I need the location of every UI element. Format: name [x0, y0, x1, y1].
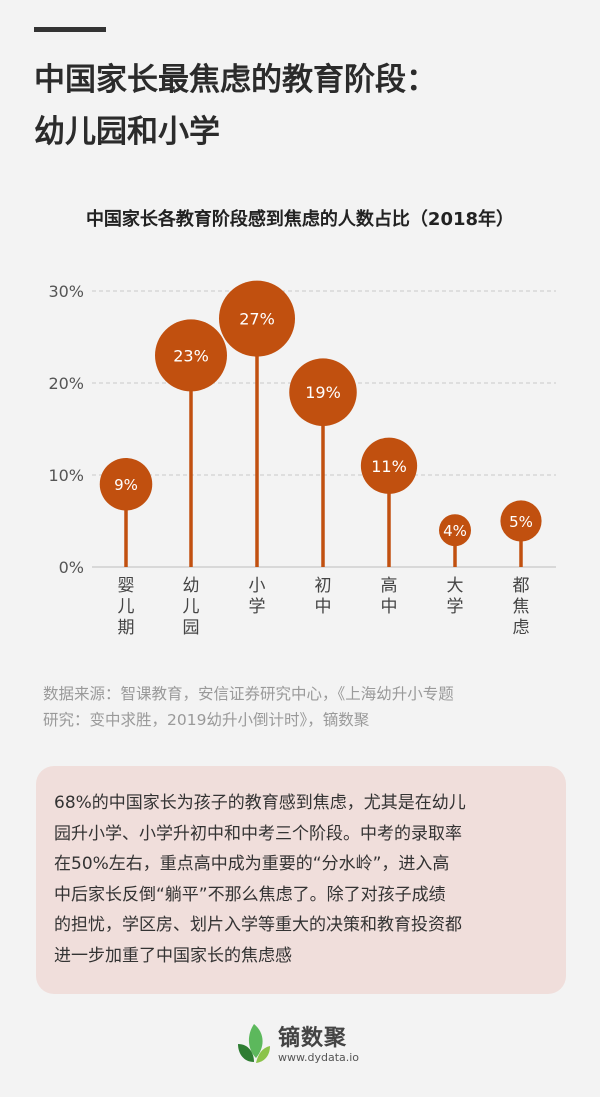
- lollipop-chart: 0% 10% 20% 30% 9% 婴儿期 23% 幼儿园 27% 小学 19% 初中 11% 高中 4% 大…: [48, 280, 556, 638]
- y-tick-label: 20%: [48, 374, 84, 393]
- page-title-line-2: 幼儿园和小学: [34, 114, 220, 150]
- category-label: 初中: [315, 576, 332, 617]
- lollipop-bubble: [500, 500, 542, 542]
- data-label: 5%: [509, 513, 533, 531]
- y-tick-label: 10%: [48, 466, 84, 485]
- brand-footer: 镝数聚 www.dydata.io: [234, 1018, 394, 1070]
- title-accent-bar: [34, 27, 106, 32]
- page-title: 中国家长最焦虑的教育阶段： 幼儿园和小学: [34, 54, 574, 158]
- lollipop-bubble: [99, 457, 153, 511]
- note-line: 的担忧，学区房、划片入学等重大的决策和教育投资都: [54, 915, 462, 935]
- data-label: 27%: [239, 310, 275, 329]
- note-line: 在50%左右，重点高中成为重要的“分水岭”，进入高: [54, 854, 450, 874]
- category-label: 婴儿期: [118, 576, 135, 638]
- note-line: 进一步加重了中国家长的焦虑感: [54, 945, 292, 966]
- summary-note: 68%的中国家长为孩子的教育感到焦虑，尤其是在幼儿 园升小学、小学升初中和中考三…: [36, 766, 566, 994]
- category-label: 高中: [381, 576, 398, 617]
- brand-name: 镝数聚: [278, 1026, 348, 1051]
- lollipop-bubble: [439, 514, 471, 547]
- chart-title: 中国家长各教育阶段感到焦虑的人数占比（2018年）: [85, 209, 515, 230]
- y-tick-label: 30%: [48, 282, 84, 301]
- note-line: 中后家长反倒“躺平”不那么焦虑了。除了对孩子成绩: [54, 884, 446, 905]
- category-label: 都焦虑: [513, 576, 530, 638]
- data-source-line-1: 数据来源：智课教育，安信证券研究中心，《上海幼升小专题: [43, 685, 454, 703]
- page-title-line-1: 中国家长最焦虑的教育阶段：: [34, 62, 437, 98]
- lollipop-bubble: [289, 358, 357, 426]
- category-label: 大学: [447, 576, 464, 617]
- data-label: 4%: [443, 522, 467, 540]
- category-label: 小学: [249, 576, 266, 617]
- data-source-line-2: 研究：变中求胜，2019幼升小倒计时》，镝数聚: [43, 711, 370, 729]
- data-label: 23%: [173, 346, 209, 365]
- data-label: 11%: [371, 457, 407, 476]
- brand-url: www.dydata.io: [278, 1051, 360, 1064]
- lollipop-bubble: [219, 280, 295, 357]
- data-source: 数据来源：智课教育，安信证券研究中心，《上海幼升小专题 研究：变中求胜，2019…: [43, 681, 578, 733]
- data-label: 19%: [305, 383, 341, 402]
- lollipop-bubble: [155, 319, 227, 392]
- y-tick-label: 0%: [59, 558, 84, 577]
- note-line: 园升小学、小学升初中和中考三个阶段。中考的录取率: [54, 823, 462, 844]
- data-label: 9%: [114, 476, 138, 494]
- category-label: 幼儿园: [183, 576, 200, 638]
- lollipop-bubble: [360, 437, 418, 494]
- note-line: 68%的中国家长为孩子的教育感到焦虑，尤其是在幼儿: [54, 793, 466, 813]
- leaf-logo-icon: [238, 1024, 270, 1063]
